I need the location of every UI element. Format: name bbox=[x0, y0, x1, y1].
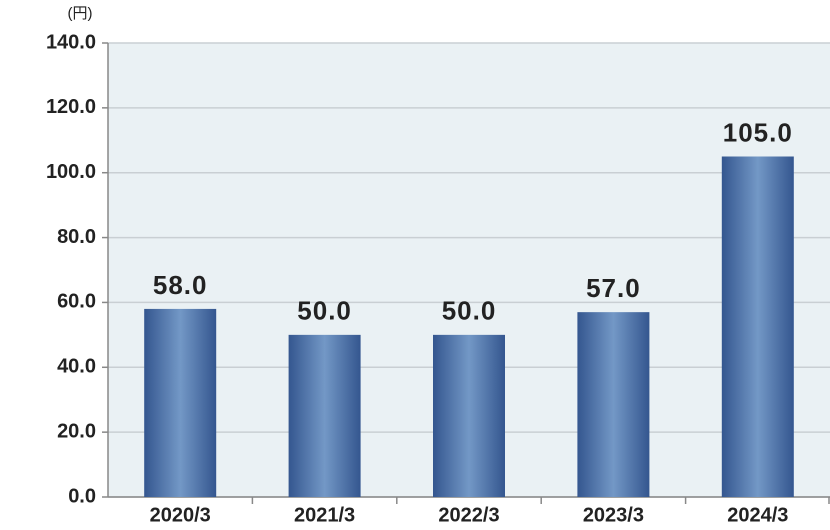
bar bbox=[721, 156, 794, 497]
y-tick-label: 100.0 bbox=[46, 161, 96, 183]
x-tick-label: 2022/3 bbox=[438, 504, 499, 526]
value-label: 58.0 bbox=[153, 270, 208, 300]
value-label: 57.0 bbox=[586, 273, 641, 303]
bar bbox=[288, 334, 361, 497]
y-tick-label: 140.0 bbox=[46, 31, 96, 53]
value-label: 105.0 bbox=[723, 117, 793, 147]
y-tick-label: 80.0 bbox=[57, 226, 96, 248]
x-tick-label: 2020/3 bbox=[150, 504, 211, 526]
value-label: 50.0 bbox=[297, 296, 352, 326]
y-tick-label: 0.0 bbox=[68, 485, 96, 507]
y-tick-label: 120.0 bbox=[46, 96, 96, 118]
bar bbox=[144, 308, 217, 497]
bar bbox=[433, 334, 505, 497]
bar bbox=[577, 312, 650, 497]
y-tick-label: 20.0 bbox=[57, 420, 96, 442]
x-tick-label: 2024/3 bbox=[727, 504, 788, 526]
x-tick-label: 2023/3 bbox=[583, 504, 644, 526]
y-tick-label: 40.0 bbox=[57, 356, 96, 378]
y-axis-unit: (円) bbox=[68, 5, 93, 22]
y-tick-label: 60.0 bbox=[57, 291, 96, 313]
x-tick-label: 2021/3 bbox=[294, 504, 355, 526]
value-label: 50.0 bbox=[442, 296, 497, 326]
